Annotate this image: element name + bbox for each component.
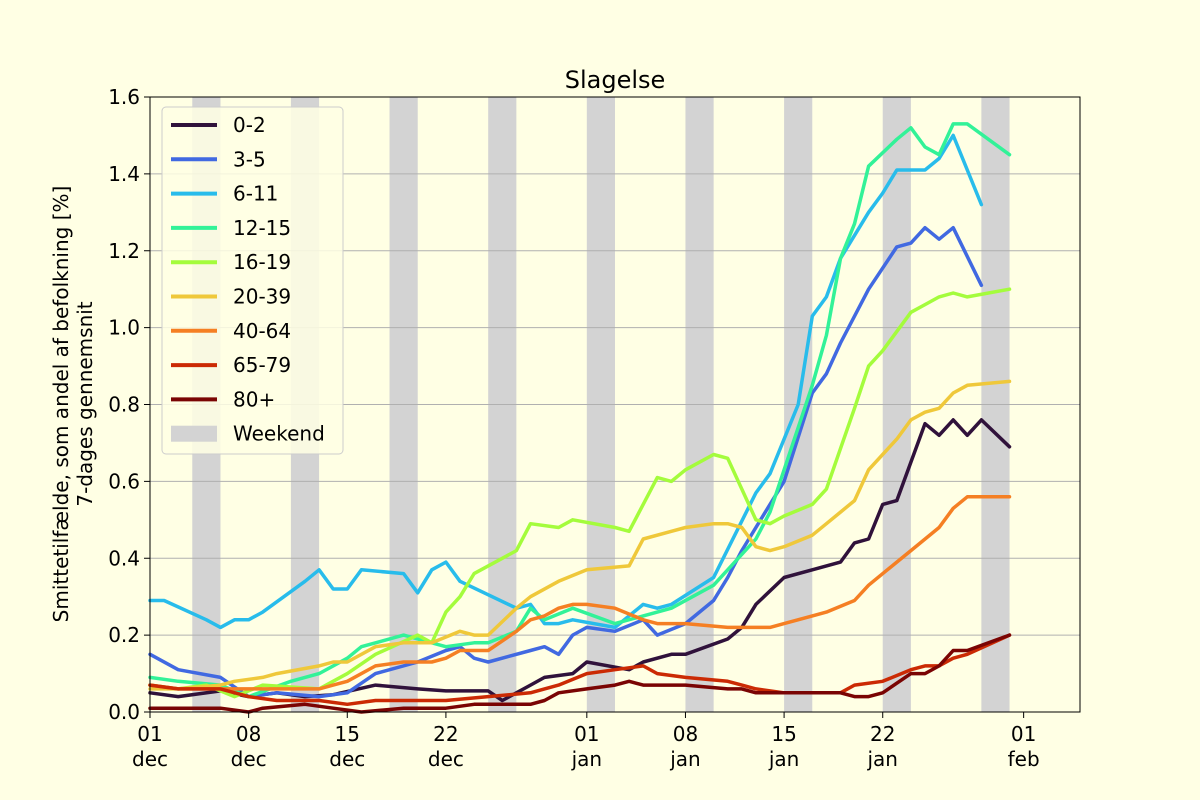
series-line-40-64 bbox=[148, 495, 1012, 691]
legend-label-20-39: 20-39 bbox=[233, 285, 291, 309]
y-tick-label-1: 0.2 bbox=[108, 623, 140, 647]
y-tick-label-5: 1.0 bbox=[108, 316, 140, 340]
series-line-20-39 bbox=[148, 379, 1012, 691]
x-tick-month-2: dec bbox=[329, 747, 365, 771]
x-tick-month-5: jan bbox=[669, 747, 701, 771]
legend-label-65-79: 65-79 bbox=[233, 353, 291, 377]
legend-label-3-5: 3-5 bbox=[233, 147, 266, 171]
series-line-16-19 bbox=[148, 287, 1012, 699]
y-axis-label-line2: 7-dages gennemsnit bbox=[73, 301, 97, 506]
y-tick-label-8: 1.6 bbox=[108, 85, 140, 109]
legend-label-80+: 80+ bbox=[233, 387, 275, 411]
legend-label-6-11: 6-11 bbox=[233, 182, 278, 206]
x-tick-day-2: 15 bbox=[335, 722, 360, 746]
legend-label-40-64: 40-64 bbox=[233, 319, 291, 343]
x-tick-month-8: feb bbox=[1008, 747, 1040, 771]
legend-label-0-2: 0-2 bbox=[233, 113, 266, 137]
series-line-6-11 bbox=[148, 133, 984, 630]
y-axis-label-line1: Smittetilfælde, som andel af befolkning … bbox=[49, 186, 73, 623]
x-tick-day-6: 15 bbox=[771, 722, 796, 746]
x-tick-day-4: 01 bbox=[574, 722, 599, 746]
x-tick-month-4: jan bbox=[571, 747, 603, 771]
legend-label-12-15: 12-15 bbox=[233, 216, 291, 240]
x-tick-day-5: 08 bbox=[673, 722, 698, 746]
x-tick-month-1: dec bbox=[231, 747, 267, 771]
y-tick-label-6: 1.2 bbox=[108, 239, 140, 263]
series-line-3-5 bbox=[148, 225, 984, 699]
x-tick-day-0: 01 bbox=[137, 722, 162, 746]
y-tick-label-7: 1.4 bbox=[108, 162, 140, 186]
y-tick-label-3: 0.6 bbox=[108, 469, 140, 493]
series-line-80+ bbox=[148, 633, 1012, 714]
y-tick-label-4: 0.8 bbox=[108, 393, 140, 417]
y-tick-label-2: 0.4 bbox=[108, 546, 140, 570]
x-tick-day-7: 22 bbox=[870, 722, 895, 746]
x-tick-day-1: 08 bbox=[236, 722, 261, 746]
legend: 0-2 3-5 6-11 12-15 16-19 20-39 40-64 65-79 80+ We… bbox=[161, 106, 344, 455]
x-tick-month-3: dec bbox=[428, 747, 464, 771]
legend-swatch-weekend bbox=[171, 425, 217, 442]
series-line-65-79 bbox=[148, 633, 1012, 707]
y-tick-label-0: 0.0 bbox=[108, 700, 140, 724]
y-axis-label: Smittetilfælde, som andel af befolkning … bbox=[49, 186, 97, 623]
x-tick-month-6: jan bbox=[768, 747, 800, 771]
x-tick-month-0: dec bbox=[132, 747, 168, 771]
series-lines bbox=[148, 122, 1012, 714]
x-tick-month-7: jan bbox=[866, 747, 898, 771]
x-tick-day-3: 22 bbox=[433, 722, 458, 746]
chart-title: Slagelse bbox=[565, 66, 666, 94]
legend-label-16-19: 16-19 bbox=[233, 250, 291, 274]
x-tick-day-8: 01 bbox=[1011, 722, 1036, 746]
legend-label-weekend: Weekend bbox=[233, 422, 325, 446]
y-axis-ticks: 0.0 0.2 0.4 0.6 0.8 1.0 1.2 1.4 1.6 bbox=[108, 85, 150, 724]
x-axis-ticks: 01dec08dec15dec22dec01jan08jan15jan22jan… bbox=[132, 712, 1040, 771]
